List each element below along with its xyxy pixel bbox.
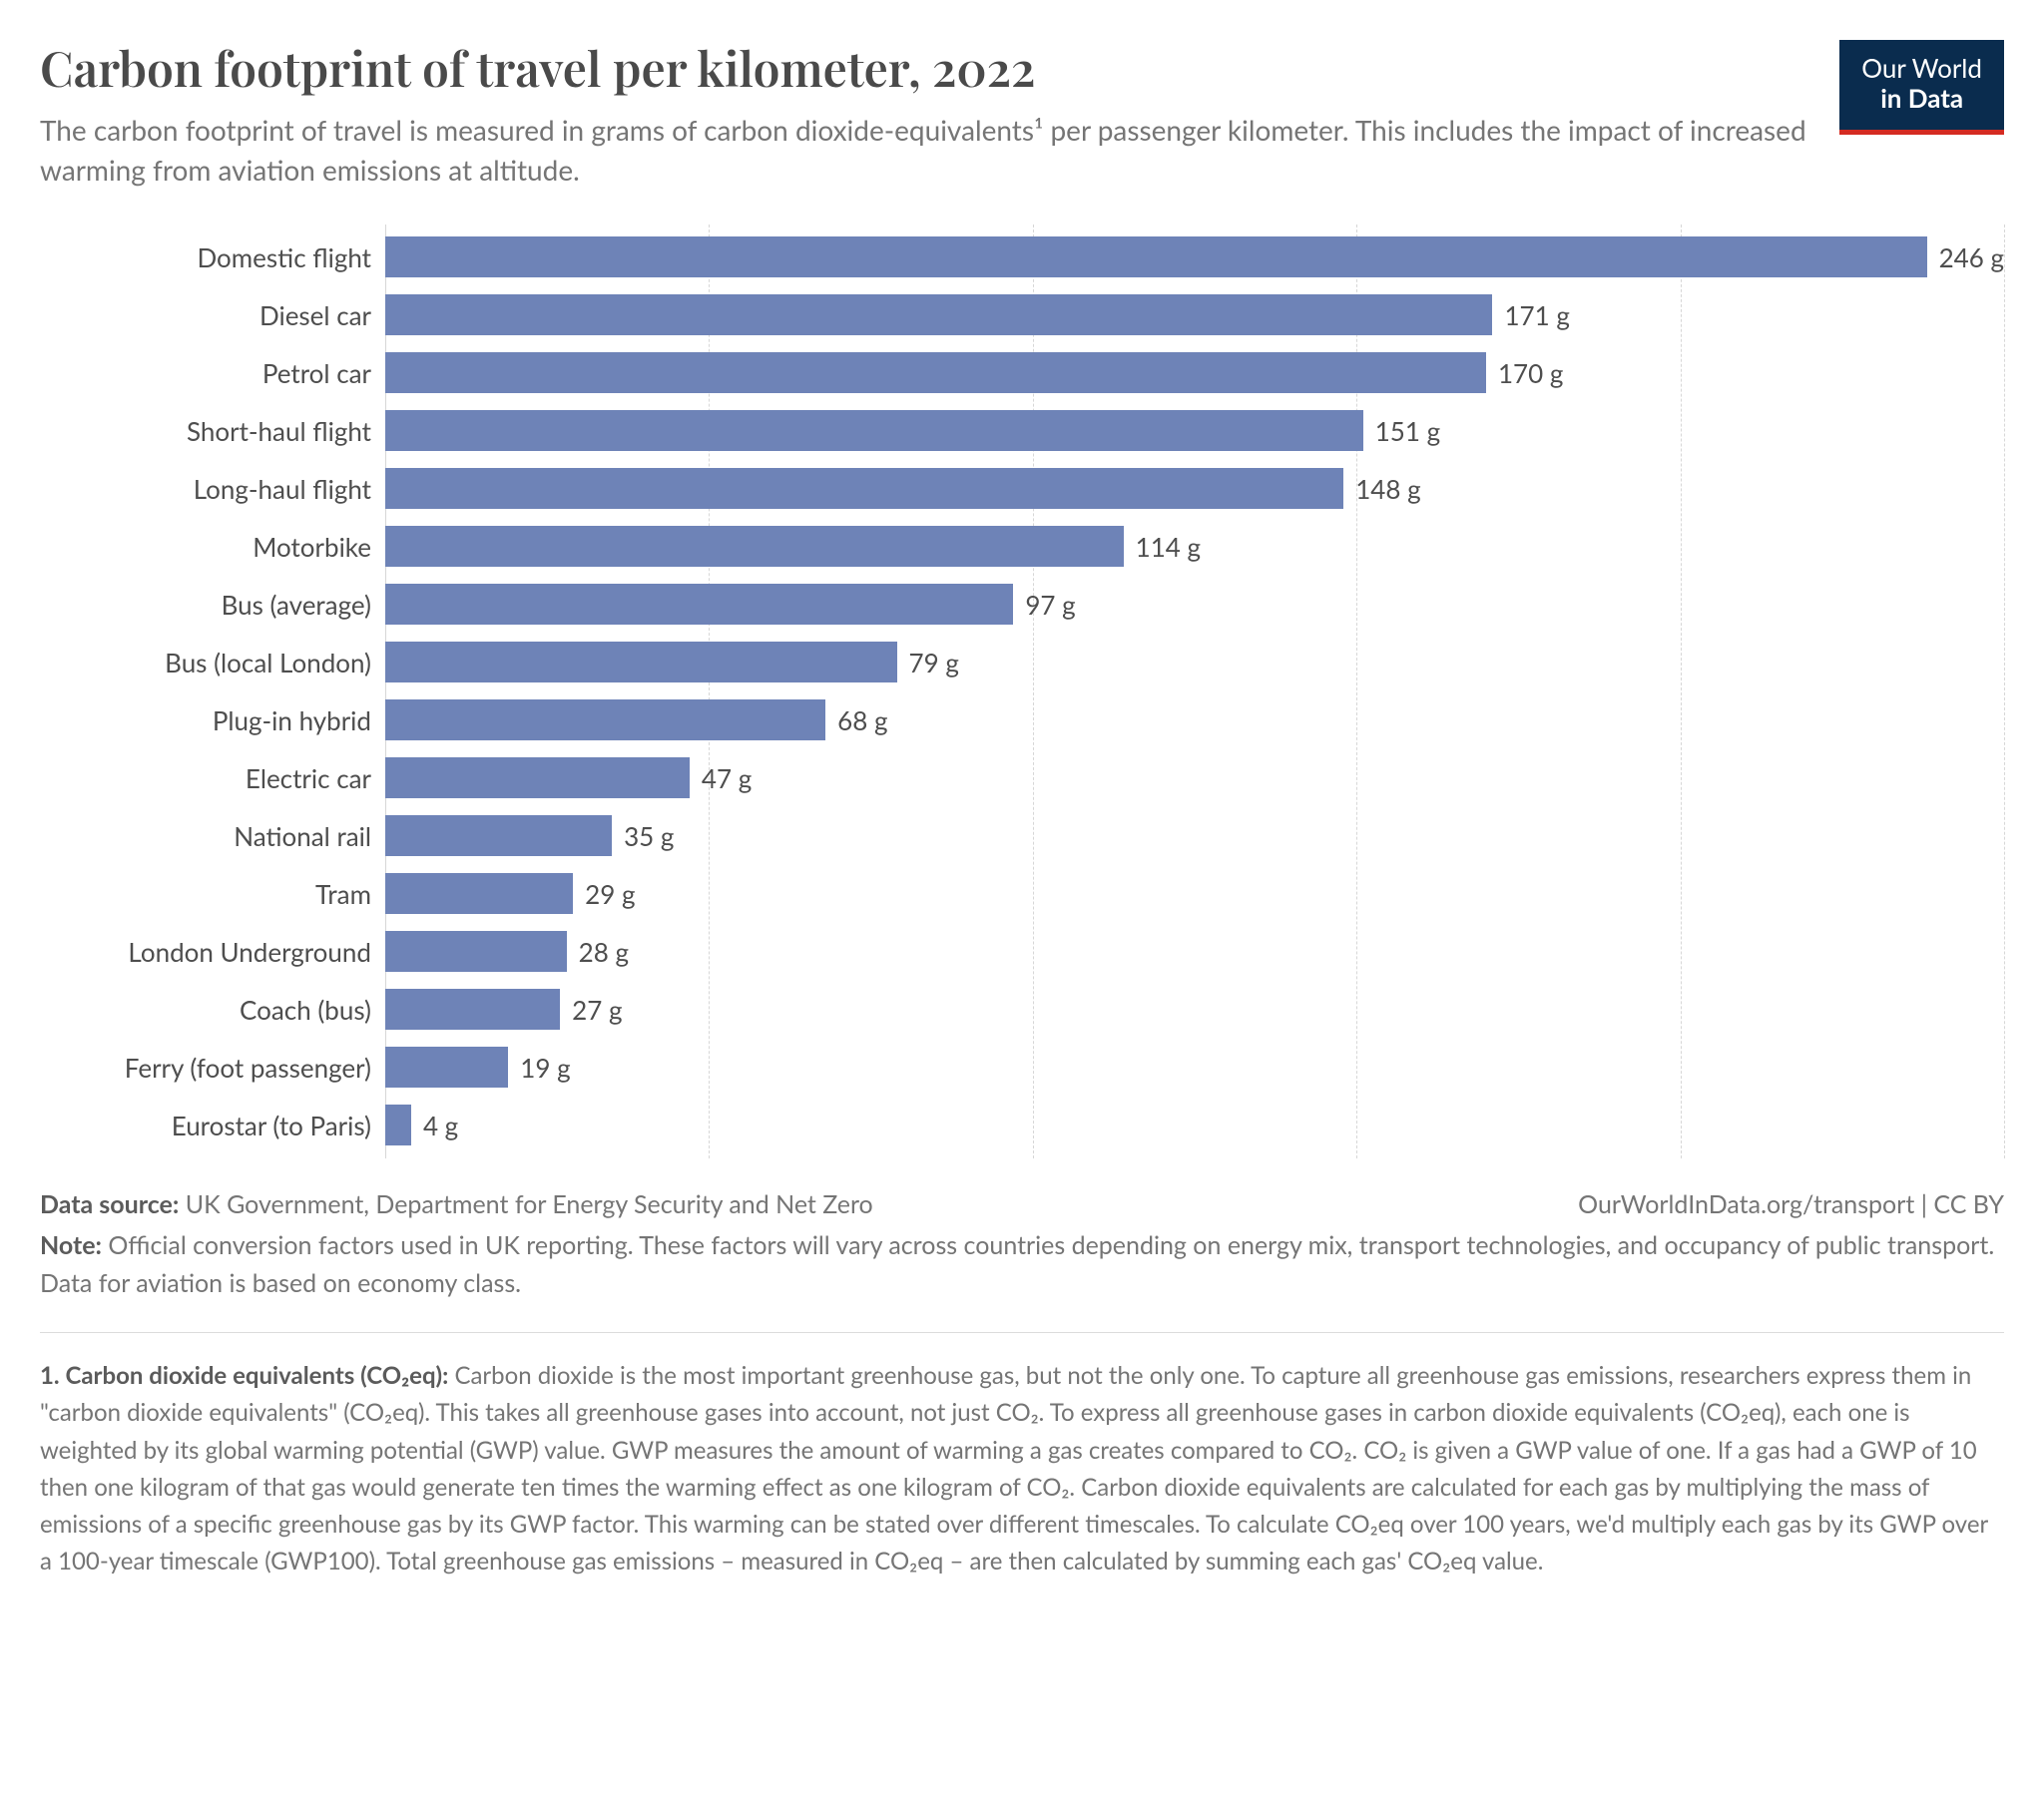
bars-column: 246 g 171 g 170 g 151 g 148 g 114 g 97 g 79 g 68… — [385, 232, 2004, 1150]
bar — [385, 815, 612, 856]
data-source: Data source: UK Government, Department f… — [40, 1186, 873, 1224]
category-label: Petrol car — [40, 357, 385, 389]
chart-title: Carbon footprint of travel per kilometer… — [40, 40, 1809, 98]
category-label: Eurostar (to Paris) — [40, 1110, 385, 1141]
bar — [385, 236, 1927, 277]
note: Note: Official conversion factors used i… — [40, 1227, 2004, 1302]
category-label: Bus (average) — [40, 589, 385, 621]
footnote-body: Carbon dioxide is the most important gre… — [40, 1361, 1988, 1576]
bar — [385, 1105, 411, 1145]
note-label: Note: — [40, 1230, 102, 1260]
category-label: Bus (local London) — [40, 647, 385, 678]
gridline — [2004, 225, 2005, 1158]
value-label: 114 g — [1124, 531, 1201, 563]
value-label: 19 g — [508, 1052, 570, 1084]
value-label: 28 g — [567, 936, 629, 968]
footer-row: Data source: UK Government, Department f… — [40, 1186, 2004, 1224]
category-labels-column: Domestic flight Diesel car Petrol car Short… — [40, 232, 385, 1150]
attribution: OurWorldInData.org/transport | CC BY — [1578, 1186, 2004, 1224]
bar — [385, 526, 1124, 567]
value-label: 68 g — [825, 704, 887, 736]
value-label: 4 g — [411, 1110, 458, 1141]
bar — [385, 584, 1013, 625]
value-label: 148 g — [1343, 473, 1420, 505]
source-label: Data source: — [40, 1189, 179, 1219]
header: Carbon footprint of travel per kilometer… — [40, 40, 2004, 191]
owid-logo: Our World in Data — [1839, 40, 2004, 135]
category-label: Coach (bus) — [40, 994, 385, 1026]
category-label: Diesel car — [40, 299, 385, 331]
footnote: 1. Carbon dioxide equivalents (CO₂eq): C… — [40, 1357, 2004, 1579]
chart-subtitle: The carbon footprint of travel is measur… — [40, 110, 1809, 191]
logo-line1: Our World — [1861, 54, 1982, 84]
bar — [385, 352, 1486, 393]
bar — [385, 410, 1363, 451]
bar — [385, 699, 825, 740]
value-label: 79 g — [897, 647, 959, 678]
bar — [385, 642, 897, 682]
value-label: 151 g — [1363, 415, 1440, 447]
divider — [40, 1332, 2004, 1333]
value-label: 35 g — [612, 820, 674, 852]
value-label: 47 g — [690, 762, 752, 794]
chart-area: Domestic flight Diesel car Petrol car Short… — [40, 232, 2004, 1150]
value-label: 27 g — [560, 994, 622, 1026]
bar — [385, 468, 1343, 509]
category-label: Short-haul flight — [40, 415, 385, 447]
category-label: National rail — [40, 820, 385, 852]
category-label: Electric car — [40, 762, 385, 794]
value-label: 97 g — [1013, 589, 1075, 621]
bar — [385, 1047, 508, 1088]
bar — [385, 757, 690, 798]
value-label: 246 g — [1927, 241, 2004, 273]
footnote-title: 1. Carbon dioxide equivalents (CO₂eq): — [40, 1361, 448, 1390]
bar — [385, 931, 567, 972]
category-label: Domestic flight — [40, 241, 385, 273]
value-label: 29 g — [573, 878, 635, 910]
note-text: Official conversion factors used in UK r… — [40, 1230, 1994, 1298]
category-label: Tram — [40, 878, 385, 910]
category-label: Ferry (foot passenger) — [40, 1052, 385, 1084]
title-block: Carbon footprint of travel per kilometer… — [40, 40, 1839, 191]
category-label: Long-haul flight — [40, 473, 385, 505]
footer: Data source: UK Government, Department f… — [40, 1186, 2004, 1303]
bar — [385, 989, 560, 1030]
logo-line2: in Data — [1861, 84, 1982, 114]
category-label: London Underground — [40, 936, 385, 968]
bar — [385, 873, 573, 914]
value-label: 171 g — [1492, 299, 1569, 331]
source-text: UK Government, Department for Energy Sec… — [186, 1189, 873, 1219]
category-label: Plug-in hybrid — [40, 704, 385, 736]
bar — [385, 294, 1492, 335]
category-label: Motorbike — [40, 531, 385, 563]
value-label: 170 g — [1486, 357, 1563, 389]
